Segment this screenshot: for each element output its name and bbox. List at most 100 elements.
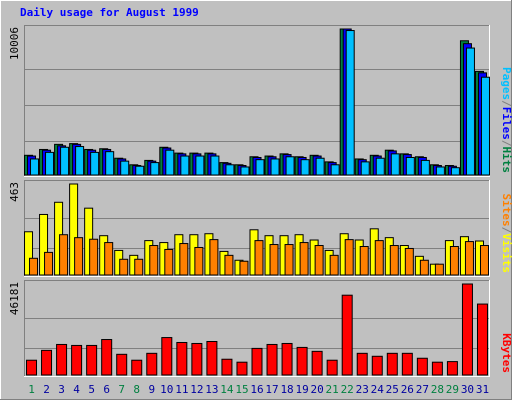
x-label-day-6: 6 — [103, 383, 110, 396]
visits-sites-sites-bar-day-30 — [464, 241, 474, 276]
visits-sites-sites-bar-day-31 — [479, 245, 489, 276]
kbytes-kbytes-bar-day-7 — [116, 353, 128, 376]
kbytes-kbytes-bar-day-9 — [146, 352, 158, 376]
hits-files-pages-pages-bar-day-23 — [360, 161, 370, 176]
x-label-day-29: 29 — [446, 383, 459, 396]
x-label-day-20: 20 — [311, 383, 324, 396]
visits-sites-sites-bar-day-15 — [239, 260, 249, 276]
x-label-day-12: 12 — [190, 383, 203, 396]
hits-files-pages-pages-bar-day-31 — [480, 76, 490, 176]
x-label-day-21: 21 — [326, 383, 339, 396]
x-label-day-30: 30 — [461, 383, 474, 396]
visits-sites-legend-part-0: Sites — [500, 194, 512, 227]
hits-files-pages-pages-bar-day-28 — [435, 166, 445, 176]
x-label-day-18: 18 — [280, 383, 293, 396]
x-label-day-16: 16 — [250, 383, 263, 396]
hits-files-pages-pages-bar-day-12 — [195, 155, 205, 176]
hits-files-pages-pages-bar-day-29 — [450, 167, 460, 176]
hits-files-pages-pages-bar-day-10 — [165, 149, 175, 176]
visits-sites-sites-bar-day-20 — [314, 245, 324, 276]
visits-sites-sites-bar-day-16 — [254, 240, 264, 276]
hits-files-pages-pages-bar-day-3 — [60, 146, 70, 176]
visits-sites-sites-bar-day-26 — [404, 247, 414, 276]
kbytes-kbytes-bar-day-23 — [356, 352, 368, 376]
hits-files-pages-pages-bar-day-9 — [150, 162, 160, 176]
kbytes-ymax-label: 46181 — [8, 282, 21, 315]
kbytes-kbytes-bar-day-14 — [221, 358, 233, 376]
visits-sites-legend-part-2: Visits — [500, 233, 512, 273]
kbytes-kbytes-bar-day-15 — [236, 361, 248, 376]
x-label-day-28: 28 — [431, 383, 444, 396]
hits-files-pages-legend-part-4: Hits — [500, 147, 512, 174]
visits-sites-sites-bar-day-9 — [149, 245, 159, 276]
hits-files-pages-pages-bar-day-19 — [300, 159, 310, 176]
kbytes-kbytes-bar-day-20 — [311, 350, 323, 376]
hits-files-pages-pages-bar-day-5 — [90, 151, 100, 176]
visits-sites-sites-bar-day-21 — [329, 254, 339, 276]
x-label-day-8: 8 — [133, 383, 140, 396]
kbytes-kbytes-bar-day-12 — [191, 342, 203, 376]
kbytes-kbytes-bar-day-22 — [341, 294, 353, 376]
hits-files-pages-legend-part-0: Pages — [500, 67, 512, 100]
x-label-day-26: 26 — [401, 383, 414, 396]
visits-sites-sites-bar-day-14 — [224, 254, 234, 276]
kbytes-kbytes-bar-day-3 — [56, 343, 68, 376]
visits-sites-visits-bar-day-1 — [24, 231, 34, 276]
visits-sites-sites-bar-day-23 — [359, 246, 369, 276]
x-label-day-7: 7 — [118, 383, 125, 396]
visits-sites-sites-bar-day-5 — [89, 238, 99, 276]
x-label-day-17: 17 — [265, 383, 278, 396]
kbytes-kbytes-bar-day-8 — [131, 359, 143, 376]
kbytes-panel: 46181 — [8, 280, 490, 377]
x-label-day-24: 24 — [371, 383, 385, 396]
hits-files-pages-panel: 10006 — [8, 25, 490, 177]
hits-files-pages-pages-bar-day-30 — [465, 47, 475, 176]
visits-sites-legend-part-1: / — [500, 227, 512, 234]
hits-files-pages-pages-bar-day-25 — [390, 153, 400, 176]
hits-files-pages-pages-bar-day-13 — [210, 155, 220, 176]
x-label-day-15: 15 — [235, 383, 248, 396]
visits-sites-visits-bar-day-2 — [39, 213, 49, 276]
hits-files-pages-pages-bar-day-20 — [315, 157, 325, 176]
visits-sites-sites-bar-day-17 — [269, 244, 279, 276]
kbytes-legend: KBytes — [500, 333, 512, 373]
x-label-day-10: 10 — [160, 383, 173, 396]
x-label-day-13: 13 — [205, 383, 218, 396]
x-label-day-4: 4 — [73, 383, 80, 396]
visits-sites-sites-bar-day-18 — [284, 244, 294, 276]
hits-files-pages-pages-bar-day-8 — [135, 165, 145, 176]
visits-sites-sites-bar-day-24 — [374, 240, 384, 276]
hits-files-pages-pages-bar-day-1 — [30, 158, 40, 176]
hits-files-pages-legend-part-2: Files — [500, 107, 512, 140]
x-label-day-3: 3 — [58, 383, 65, 396]
kbytes-kbytes-bar-day-18 — [281, 342, 293, 376]
visits-sites-sites-bar-day-6 — [104, 242, 114, 276]
hits-files-pages-pages-bar-day-14 — [225, 164, 235, 176]
kbytes-kbytes-bar-day-21 — [326, 359, 338, 376]
hits-files-pages-pages-bar-day-11 — [180, 155, 190, 176]
visits-sites-panel: 463 — [8, 180, 490, 277]
kbytes-kbytes-bar-day-17 — [266, 343, 278, 376]
x-label-day-23: 23 — [356, 383, 369, 396]
visits-sites-sites-bar-day-12 — [194, 246, 204, 276]
kbytes-kbytes-bar-day-2 — [41, 349, 53, 376]
x-label-day-19: 19 — [295, 383, 308, 396]
hits-files-pages-pages-bar-day-24 — [375, 157, 385, 176]
kbytes-kbytes-bar-day-28 — [431, 361, 443, 376]
visits-sites-visits-bar-day-4 — [69, 183, 79, 276]
hits-files-pages-pages-bar-day-16 — [255, 159, 265, 176]
hits-files-pages-pages-bar-day-22 — [345, 30, 355, 176]
x-label-day-5: 5 — [88, 383, 95, 396]
hits-files-pages-pages-bar-day-27 — [420, 159, 430, 176]
x-label-day-31: 31 — [476, 383, 489, 396]
hits-files-pages-ymax-label: 10006 — [8, 27, 21, 60]
hits-files-pages-pages-bar-day-15 — [240, 166, 250, 176]
x-label-day-9: 9 — [148, 383, 155, 396]
visits-sites-sites-bar-day-28 — [434, 263, 444, 276]
visits-sites-sites-bar-day-4 — [74, 237, 84, 276]
visits-sites-sites-bar-day-13 — [209, 239, 219, 276]
visits-sites-ymax-label: 463 — [8, 182, 21, 202]
visits-sites-sites-bar-day-29 — [449, 246, 459, 276]
